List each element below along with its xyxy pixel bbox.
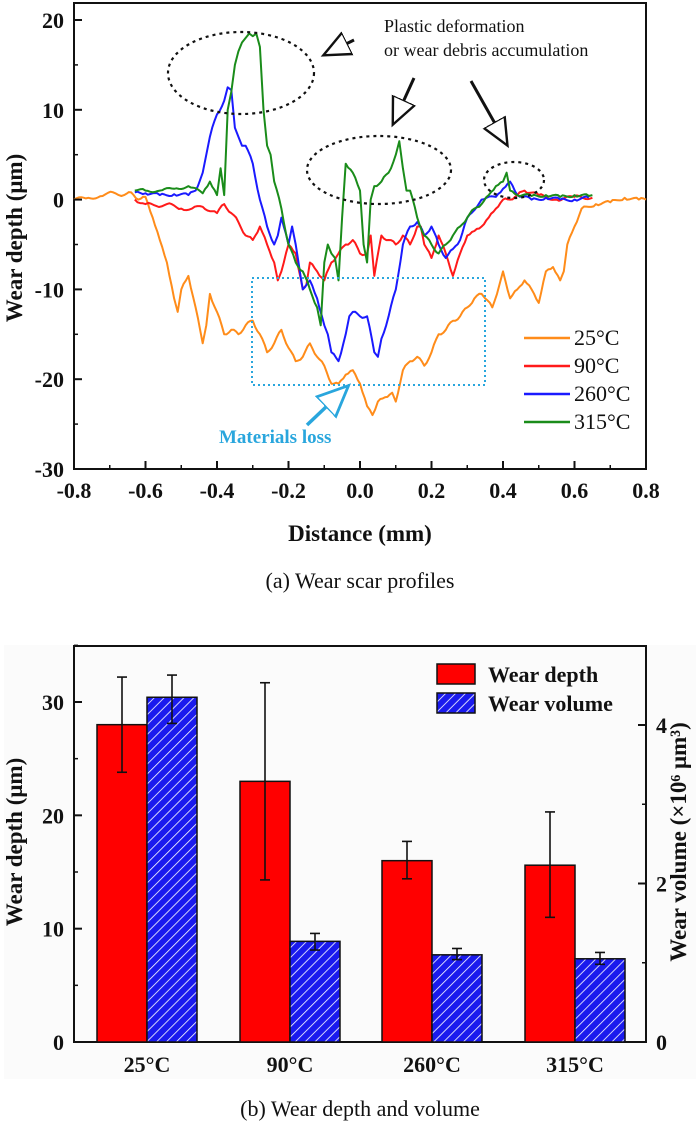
error-bar-wear-volume-25c [167, 674, 177, 725]
y-axis-left: 0 10 20 30 [42, 644, 82, 1055]
materials-loss-box [251, 277, 486, 386]
y-axis-right: 0 2 4 [638, 645, 667, 1055]
bar-wear-volume-315c [574, 958, 626, 1043]
x-tick-label: 0.6 [561, 478, 589, 503]
plot-area-frame [73, 2, 647, 470]
y-tick-label: -10 [35, 277, 64, 302]
materials-loss-arrow [305, 388, 346, 427]
annotation-ellipse-middle [305, 134, 453, 206]
legend-label-wear-depth: Wear depth [488, 662, 598, 687]
bar-wear-volume-90c [289, 940, 341, 1043]
x-category-label: 25°C [124, 1052, 171, 1077]
y-tick-label: -20 [35, 367, 64, 392]
y-tick-label-left: 20 [42, 803, 64, 828]
caption-a: (a) Wear scar profiles [266, 568, 455, 593]
arrow-to-middle-ellipse [394, 77, 414, 122]
y-tick-label-left: 30 [42, 690, 64, 715]
materials-loss-label: Materials loss [219, 427, 331, 448]
annotation-arrows [326, 40, 506, 143]
wear-scar-profile-chart: -0.8 -0.6 -0.4 -0.2 0.0 0.2 0.4 0.6 0.8 20 10 0 -10… [2, 2, 660, 593]
error-bar-wear-depth-90c [260, 681, 270, 881]
y-tick-label-left: 10 [42, 917, 64, 942]
legend-swatch-wear-volume [436, 692, 476, 714]
y-tick-label-left: 0 [53, 1030, 64, 1055]
x-axis: -0.8 -0.6 -0.4 -0.2 0.0 0.2 0.4 0.6 0.8 [57, 461, 660, 503]
legend: Wear depth Wear volume [436, 662, 613, 716]
x-tick-label: -0.8 [57, 478, 92, 503]
wear-depth-volume-chart: 0 10 20 30 0 2 4 25°C 90°C 260°C 315°C Wear dept… [2, 644, 696, 1121]
x-tick-label: -0.4 [200, 478, 235, 503]
error-bar-wear-depth-25c [117, 676, 127, 774]
bar-wear-depth-25c [96, 723, 148, 1043]
x-category-label: 315°C [546, 1052, 604, 1077]
x-tick-label: 0.4 [489, 478, 517, 503]
annotation-ellipse-right [482, 160, 546, 200]
bars-group [96, 674, 626, 1043]
x-tick-label: 0.2 [418, 478, 446, 503]
y-tick-label: 20 [42, 8, 64, 33]
x-tick-label: 0.8 [632, 478, 660, 503]
series-group [73, 32, 647, 417]
x-tick-label: 0.0 [346, 478, 374, 503]
y-tick-label: 10 [42, 98, 64, 123]
y-tick-label-right: 0 [656, 1030, 667, 1055]
y-axis-title: Wear depth (μm) [2, 154, 27, 323]
x-axis: 25°C 90°C 260°C 315°C [124, 1052, 604, 1077]
legend: 25°C 90°C 260°C 315°C [524, 325, 630, 434]
caption-b: (b) Wear depth and volume [240, 1096, 480, 1121]
error-bar-wear-depth-315c [545, 811, 555, 919]
error-bar-wear-volume-315c [595, 951, 605, 966]
bar-wear-volume-25c [146, 696, 198, 1043]
error-bar-wear-volume-90c [310, 932, 320, 951]
x-tick-label: -0.6 [128, 478, 163, 503]
annotation-text-line1: Plastic deformation [384, 16, 524, 36]
y-tick-label: -30 [35, 457, 64, 482]
x-tick-label: -0.2 [271, 478, 306, 503]
arrow-to-left-ellipse [326, 40, 355, 54]
annotation-ellipse-left [166, 30, 316, 116]
legend-label-315c: 315°C [574, 409, 630, 434]
y-axis-title-left: Wear depth (μm) [2, 758, 27, 927]
legend-label-wear-volume: Wear volume [488, 691, 613, 716]
arrow-to-right-ellipse [469, 80, 506, 143]
annotation-ellipses [166, 30, 546, 206]
legend-label-260c: 260°C [574, 381, 630, 406]
series-line-315c [134, 32, 593, 327]
y-tick-label: 0 [53, 188, 64, 213]
series-line-25c [73, 190, 647, 417]
bar-wear-depth-260c [381, 859, 433, 1043]
y-axis: 20 10 0 -10 -20 -30 [35, 8, 82, 482]
legend-label-25c: 25°C [574, 325, 619, 350]
x-axis-title: Distance (mm) [288, 521, 432, 546]
error-bar-wear-volume-260c [452, 947, 462, 961]
legend-swatch-wear-depth [436, 663, 476, 685]
error-bar-wear-depth-260c [402, 840, 412, 880]
bar-wear-volume-260c [431, 954, 483, 1043]
x-category-label: 90°C [267, 1052, 314, 1077]
y-tick-label-right: 2 [656, 872, 667, 897]
y-tick-label-right: 4 [656, 713, 667, 738]
x-category-label: 260°C [403, 1052, 461, 1077]
y-axis-title-right: Wear volume (×10⁶ μm³) [666, 722, 691, 961]
legend-label-90c: 90°C [574, 353, 619, 378]
annotation-text-line2: or wear debris accumulation [384, 40, 588, 60]
